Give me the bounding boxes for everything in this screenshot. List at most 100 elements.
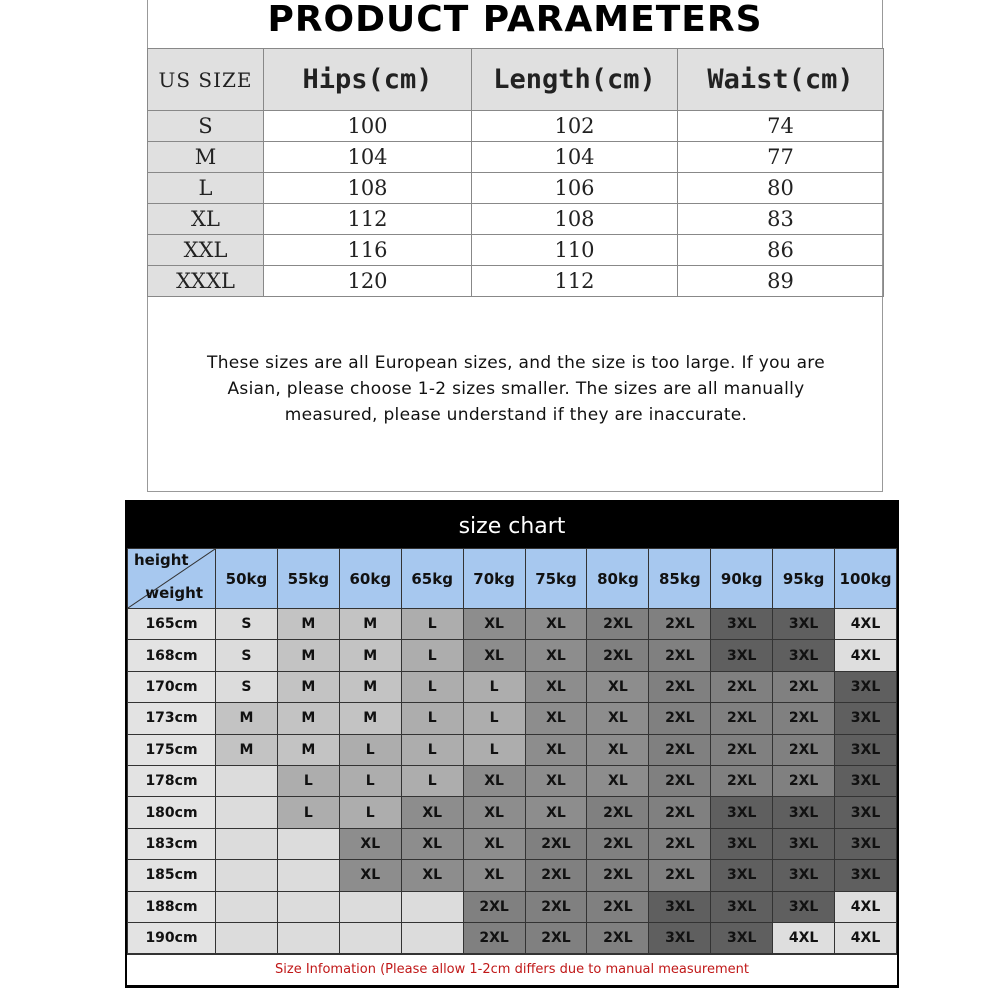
weight-header: 60kg xyxy=(338,548,402,609)
table-row: 183cm XL XL XL 2XL 2XL 2XL 3XL 3XL 3XL xyxy=(127,827,897,861)
measurement-cell: 86 xyxy=(677,234,884,266)
size-label: S xyxy=(147,110,264,142)
size-cell: XL xyxy=(462,859,526,892)
size-cell: 3XL xyxy=(772,796,836,829)
size-cell: XL xyxy=(462,639,526,672)
measurement-cell: 83 xyxy=(677,203,884,235)
size-cell: XL xyxy=(524,639,588,672)
size-cell: XL xyxy=(462,764,526,798)
corner-header-cell: height weight xyxy=(127,548,216,609)
height-label: 170cm xyxy=(127,670,216,704)
product-parameters-title: PRODUCT PARAMETERS xyxy=(267,0,763,40)
size-cell: 2XL xyxy=(710,764,774,798)
table-row: 170cm S M M L L XL XL 2XL 2XL 2XL 3XL xyxy=(127,670,897,704)
column-header: US SIZE xyxy=(147,48,264,111)
size-cell: L xyxy=(338,733,402,766)
size-cell: S xyxy=(215,670,278,704)
size-cell: 3XL xyxy=(834,859,897,892)
size-cell: 4XL xyxy=(834,607,897,641)
weight-header: 85kg xyxy=(648,548,712,609)
size-cell: M xyxy=(276,702,340,735)
table-row: 185cm XL XL XL 2XL 2XL 2XL 3XL 3XL 3XL xyxy=(127,859,897,892)
size-cell: L xyxy=(400,733,464,766)
size-cell: M xyxy=(276,670,340,704)
size-cell: XL xyxy=(524,607,588,641)
size-cell: 2XL xyxy=(586,859,650,892)
size-cell: 2XL xyxy=(710,670,774,704)
column-header: Length(cm) xyxy=(471,48,678,111)
size-cell: 3XL xyxy=(834,764,897,798)
size-cell: M xyxy=(276,639,340,672)
size-label: XL xyxy=(147,203,264,235)
height-label: 178cm xyxy=(127,764,216,798)
weight-header: 55kg xyxy=(276,548,340,609)
weight-header: 80kg xyxy=(586,548,650,609)
parameters-table: US SIZE Hips(cm) Length(cm) Waist(cm) S 100 10… xyxy=(147,48,884,297)
size-cell: M xyxy=(276,607,340,641)
note-line: Asian, please choose 1-2 sizes smaller. … xyxy=(227,379,805,399)
size-cell: 2XL xyxy=(586,921,650,955)
size-cell: 2XL xyxy=(648,796,712,829)
table-row: 188cm 2XL 2XL 2XL 3XL 3XL 3XL 4XL xyxy=(127,890,897,923)
size-cell: L xyxy=(276,764,340,798)
size-cell: 2XL xyxy=(648,607,712,641)
size-cell: 2XL xyxy=(462,890,526,923)
table-row: 173cm M M M L L XL XL 2XL 2XL 2XL 3XL xyxy=(127,702,897,735)
size-cell: L xyxy=(338,764,402,798)
table-row: L 108 106 80 xyxy=(147,172,884,204)
size-cell: 3XL xyxy=(710,827,774,861)
size-cell: XL xyxy=(586,764,650,798)
size-cell: 3XL xyxy=(834,827,897,861)
table-row: 175cm M M L L L XL XL 2XL 2XL 2XL 3XL xyxy=(127,733,897,766)
size-cell: 2XL xyxy=(772,670,836,704)
size-cell: 2XL xyxy=(648,859,712,892)
height-label: 180cm xyxy=(127,796,216,829)
measurement-cell: 104 xyxy=(263,141,472,173)
size-cell: XL xyxy=(524,702,588,735)
measurement-cell: 102 xyxy=(471,110,678,142)
size-cell: L xyxy=(462,670,526,704)
size-cell xyxy=(338,921,402,955)
measurement-cell: 77 xyxy=(677,141,884,173)
size-cell: 3XL xyxy=(710,890,774,923)
size-cell: 4XL xyxy=(834,890,897,923)
size-cell: 3XL xyxy=(772,639,836,672)
size-cell: 2XL xyxy=(772,733,836,766)
weight-header: 100kg xyxy=(834,548,897,609)
size-chart-panel: size chart height weight 50kg 55kg 60kg 65kg 7… xyxy=(125,500,899,988)
size-cell: XL xyxy=(586,733,650,766)
size-cell: 3XL xyxy=(772,859,836,892)
size-cell: 3XL xyxy=(710,859,774,892)
size-cell: 2XL xyxy=(524,827,588,861)
measurement-cell: 112 xyxy=(471,265,678,297)
size-cell: 2XL xyxy=(648,733,712,766)
size-cell: L xyxy=(276,796,340,829)
corner-height-label: height xyxy=(134,551,189,569)
size-cell xyxy=(276,827,340,861)
weight-header: 95kg xyxy=(772,548,836,609)
table-row: XL 112 108 83 xyxy=(147,203,884,235)
size-cell: L xyxy=(400,764,464,798)
size-cell: 2XL xyxy=(524,921,588,955)
size-cell: 3XL xyxy=(834,670,897,704)
size-cell: XL xyxy=(586,670,650,704)
size-cell: XL xyxy=(338,859,402,892)
measurement-cell: 74 xyxy=(677,110,884,142)
size-cell: 3XL xyxy=(710,607,774,641)
height-label: 168cm xyxy=(127,639,216,672)
size-cell: 2XL xyxy=(524,890,588,923)
table-row: 168cm S M M L XL XL 2XL 2XL 3XL 3XL 4XL xyxy=(127,639,897,672)
size-cell: 3XL xyxy=(772,607,836,641)
product-parameters-panel: PRODUCT PARAMETERS US SIZE Hips(cm) Length… xyxy=(147,0,884,492)
weight-header: 50kg xyxy=(215,548,278,609)
table-row: XXXL 120 112 89 xyxy=(147,265,884,297)
measurement-cell: 108 xyxy=(471,203,678,235)
weight-header: 75kg xyxy=(524,548,588,609)
size-cell: XL xyxy=(462,827,526,861)
height-label: 173cm xyxy=(127,702,216,735)
size-cell: M xyxy=(276,733,340,766)
size-cell: 3XL xyxy=(710,921,774,955)
size-cell: 2XL xyxy=(586,890,650,923)
measurement-cell: 89 xyxy=(677,265,884,297)
size-cell xyxy=(400,921,464,955)
